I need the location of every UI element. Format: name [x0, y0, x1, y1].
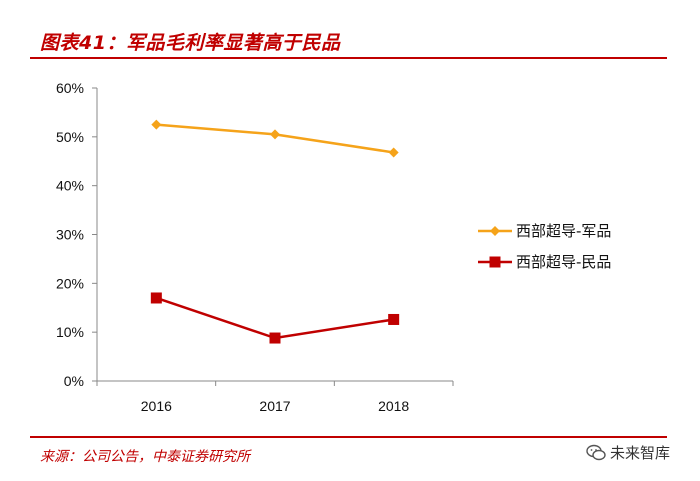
y-tick-label: 20% [56, 275, 84, 291]
chart-title: 图表41：军品毛利率显著高于民品 [40, 32, 341, 54]
x-tick-label: 2018 [378, 398, 409, 414]
source-note: 来源：公司公告，中泰证券研究所 [40, 449, 250, 465]
y-tick-label: 10% [56, 324, 84, 340]
wechat-icon [586, 444, 606, 460]
legend-marker-1 [490, 226, 500, 236]
data-point-1 [270, 129, 280, 140]
y-tick-label: 30% [56, 227, 84, 243]
y-tick-label: 50% [56, 129, 84, 145]
footer-divider [30, 436, 667, 438]
watermark: 未来智库 [586, 442, 670, 463]
y-tick-label: 40% [56, 178, 84, 194]
data-point-1 [151, 119, 162, 130]
title-divider [30, 57, 667, 59]
legend-marker-2 [489, 256, 501, 268]
data-point-1 [388, 147, 399, 158]
legend-label-1: 西部超导-军品 [516, 222, 611, 240]
data-point-2 [150, 292, 162, 304]
legend-label-2: 西部超导-民品 [516, 253, 611, 271]
y-tick-label: 0% [64, 373, 84, 389]
watermark-label: 未来智库 [610, 444, 671, 462]
y-tick-label: 60% [56, 80, 84, 96]
data-point-2 [269, 332, 281, 344]
series-line-2 [155, 296, 394, 340]
x-tick-label: 2017 [259, 398, 290, 414]
data-point-2 [388, 313, 400, 325]
x-tick-label: 2016 [141, 398, 172, 414]
